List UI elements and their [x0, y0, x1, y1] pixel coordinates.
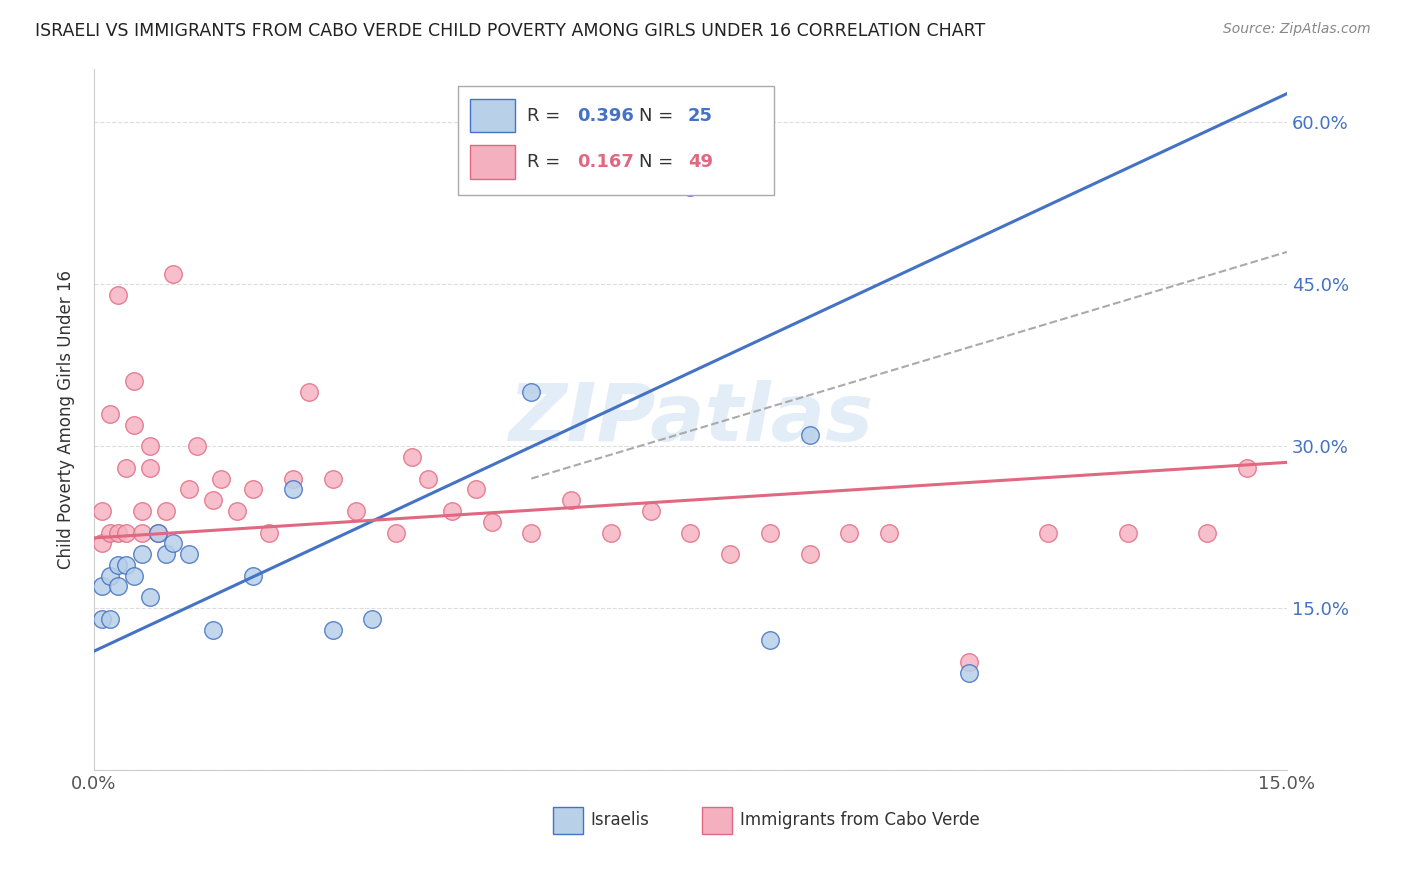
- Bar: [470, 145, 515, 178]
- Point: [122, 375, 145, 389]
- Point: [321, 471, 343, 485]
- Point: [98, 612, 121, 626]
- Text: Source: ZipAtlas.com: Source: ZipAtlas.com: [1223, 22, 1371, 37]
- Point: [90, 579, 112, 593]
- Point: [560, 493, 582, 508]
- Point: [107, 558, 129, 572]
- Point: [98, 407, 121, 421]
- Text: N =: N =: [640, 153, 679, 170]
- Point: [202, 493, 225, 508]
- Point: [179, 483, 201, 497]
- Point: [1116, 525, 1139, 540]
- Text: ISRAELI VS IMMIGRANTS FROM CABO VERDE CHILD POVERTY AMONG GIRLS UNDER 16 CORRELA: ISRAELI VS IMMIGRANTS FROM CABO VERDE CH…: [35, 22, 986, 40]
- Point: [138, 460, 160, 475]
- Text: 0.167: 0.167: [576, 153, 634, 170]
- Point: [385, 525, 408, 540]
- Point: [401, 450, 423, 464]
- Point: [209, 471, 232, 485]
- Y-axis label: Child Poverty Among Girls Under 16: Child Poverty Among Girls Under 16: [58, 269, 75, 569]
- Point: [90, 536, 112, 550]
- Point: [114, 525, 136, 540]
- Point: [1038, 525, 1060, 540]
- Point: [107, 579, 129, 593]
- Text: 0.396: 0.396: [576, 106, 634, 125]
- Point: [877, 525, 900, 540]
- Point: [107, 288, 129, 302]
- Point: [1236, 460, 1258, 475]
- FancyBboxPatch shape: [458, 86, 773, 194]
- Point: [1197, 525, 1219, 540]
- Point: [179, 547, 201, 561]
- Point: [321, 623, 343, 637]
- Point: [257, 525, 280, 540]
- Point: [560, 169, 582, 184]
- Point: [718, 547, 741, 561]
- Point: [957, 665, 980, 680]
- Point: [344, 504, 367, 518]
- Point: [759, 525, 782, 540]
- Point: [202, 623, 225, 637]
- Point: [298, 385, 321, 400]
- Point: [226, 504, 249, 518]
- Point: [138, 439, 160, 453]
- Point: [481, 515, 503, 529]
- Point: [114, 460, 136, 475]
- Point: [957, 655, 980, 669]
- Point: [640, 504, 662, 518]
- Point: [759, 633, 782, 648]
- Point: [242, 568, 264, 582]
- Point: [679, 180, 702, 194]
- Point: [131, 504, 153, 518]
- Text: Immigrants from Cabo Verde: Immigrants from Cabo Verde: [741, 812, 980, 830]
- Text: N =: N =: [640, 106, 679, 125]
- Point: [131, 525, 153, 540]
- Point: [138, 591, 160, 605]
- Point: [281, 483, 304, 497]
- Text: R =: R =: [527, 106, 567, 125]
- Text: R =: R =: [527, 153, 567, 170]
- Point: [242, 483, 264, 497]
- Point: [679, 525, 702, 540]
- Point: [520, 525, 543, 540]
- Point: [416, 471, 439, 485]
- Point: [98, 525, 121, 540]
- Point: [107, 525, 129, 540]
- Point: [90, 612, 112, 626]
- Text: ZIPatlas: ZIPatlas: [508, 380, 873, 458]
- Point: [799, 428, 821, 442]
- Text: 49: 49: [688, 153, 713, 170]
- Point: [122, 568, 145, 582]
- Bar: [703, 807, 733, 834]
- Point: [146, 525, 169, 540]
- Point: [464, 483, 486, 497]
- Point: [799, 547, 821, 561]
- Text: Israelis: Israelis: [591, 812, 650, 830]
- Point: [162, 267, 184, 281]
- Point: [131, 547, 153, 561]
- Text: 25: 25: [688, 106, 713, 125]
- Point: [520, 385, 543, 400]
- Point: [146, 525, 169, 540]
- Bar: [553, 807, 583, 834]
- Point: [838, 525, 860, 540]
- Point: [155, 547, 177, 561]
- Point: [186, 439, 208, 453]
- Point: [440, 504, 463, 518]
- Point: [162, 536, 184, 550]
- Point: [114, 558, 136, 572]
- Point: [155, 504, 177, 518]
- Bar: [470, 99, 515, 132]
- Point: [98, 568, 121, 582]
- Point: [281, 471, 304, 485]
- Point: [361, 612, 384, 626]
- Point: [599, 525, 621, 540]
- Point: [122, 417, 145, 432]
- Point: [90, 504, 112, 518]
